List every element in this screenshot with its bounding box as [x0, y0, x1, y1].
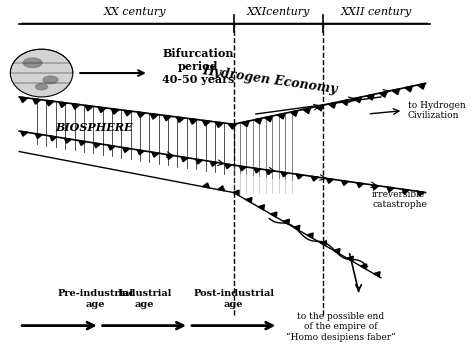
- Text: Post-industrial
age: Post-industrial age: [193, 289, 274, 309]
- Polygon shape: [203, 183, 210, 188]
- Polygon shape: [405, 86, 412, 92]
- Polygon shape: [374, 272, 380, 277]
- Polygon shape: [239, 166, 246, 171]
- Polygon shape: [98, 107, 106, 113]
- Ellipse shape: [36, 84, 47, 90]
- Polygon shape: [264, 116, 273, 122]
- Polygon shape: [283, 219, 290, 224]
- Polygon shape: [379, 92, 387, 97]
- Polygon shape: [225, 164, 231, 169]
- Polygon shape: [85, 105, 93, 111]
- Polygon shape: [163, 115, 171, 121]
- Polygon shape: [228, 124, 237, 129]
- Text: BIOSPHERE: BIOSPHERE: [55, 122, 132, 133]
- Polygon shape: [328, 103, 336, 108]
- Polygon shape: [311, 176, 318, 181]
- Text: Hydrogen Economy: Hydrogen Economy: [201, 64, 338, 96]
- Polygon shape: [79, 141, 86, 146]
- Text: XX century: XX century: [104, 7, 166, 17]
- Text: to Hydrogen
Civilization: to Hydrogen Civilization: [408, 101, 465, 120]
- Polygon shape: [293, 225, 300, 230]
- Polygon shape: [277, 113, 285, 119]
- Polygon shape: [307, 233, 313, 238]
- Polygon shape: [341, 100, 349, 105]
- Polygon shape: [417, 191, 424, 196]
- Polygon shape: [33, 99, 41, 104]
- Polygon shape: [210, 161, 217, 166]
- Polygon shape: [181, 157, 188, 162]
- Polygon shape: [334, 248, 340, 254]
- Polygon shape: [19, 97, 27, 103]
- Polygon shape: [290, 111, 298, 116]
- Polygon shape: [418, 83, 425, 89]
- Polygon shape: [354, 97, 362, 103]
- Ellipse shape: [23, 58, 42, 68]
- Polygon shape: [271, 212, 277, 217]
- Polygon shape: [241, 121, 249, 127]
- Polygon shape: [64, 138, 71, 143]
- Polygon shape: [303, 108, 310, 114]
- Polygon shape: [189, 119, 197, 124]
- Polygon shape: [150, 114, 158, 119]
- Polygon shape: [372, 185, 379, 190]
- Polygon shape: [233, 190, 239, 195]
- Polygon shape: [176, 117, 184, 122]
- Polygon shape: [50, 136, 57, 141]
- Polygon shape: [246, 198, 252, 203]
- Polygon shape: [166, 154, 173, 159]
- Polygon shape: [59, 102, 67, 107]
- Polygon shape: [296, 174, 303, 179]
- Polygon shape: [152, 152, 159, 157]
- Ellipse shape: [43, 76, 58, 84]
- Polygon shape: [254, 168, 261, 173]
- Circle shape: [10, 49, 73, 97]
- Polygon shape: [360, 264, 366, 269]
- Text: to the possible end
of the empire of
“Homo desipiens faber”: to the possible end of the empire of “Ho…: [286, 312, 396, 342]
- Polygon shape: [366, 94, 374, 100]
- Polygon shape: [123, 148, 129, 153]
- Polygon shape: [196, 159, 202, 164]
- Polygon shape: [356, 183, 364, 188]
- Polygon shape: [258, 205, 264, 210]
- Polygon shape: [316, 105, 323, 111]
- Polygon shape: [124, 110, 132, 116]
- Polygon shape: [21, 131, 27, 136]
- Polygon shape: [341, 181, 348, 186]
- Text: Industrial
age: Industrial age: [117, 289, 172, 309]
- Polygon shape: [111, 108, 119, 114]
- Polygon shape: [327, 178, 333, 183]
- Text: XXIcentury: XXIcentury: [246, 7, 310, 17]
- Polygon shape: [281, 172, 288, 177]
- Polygon shape: [35, 134, 42, 139]
- Text: XXII century: XXII century: [341, 7, 412, 17]
- Polygon shape: [218, 186, 225, 191]
- Text: Pre-industrial
age: Pre-industrial age: [57, 289, 133, 309]
- Polygon shape: [137, 150, 144, 155]
- Polygon shape: [402, 189, 409, 194]
- Polygon shape: [347, 256, 353, 261]
- Polygon shape: [108, 145, 115, 150]
- Text: irreversible
catastrophe: irreversible catastrophe: [372, 190, 427, 209]
- Polygon shape: [254, 118, 262, 124]
- Polygon shape: [266, 170, 273, 175]
- Polygon shape: [46, 100, 54, 106]
- Polygon shape: [216, 122, 223, 127]
- Polygon shape: [72, 104, 80, 109]
- Polygon shape: [392, 89, 400, 95]
- Text: Bifurcation
period
40-50 years: Bifurcation period 40-50 years: [162, 48, 234, 85]
- Polygon shape: [202, 120, 210, 126]
- Polygon shape: [137, 112, 145, 118]
- Polygon shape: [93, 143, 100, 148]
- Polygon shape: [320, 241, 327, 246]
- Polygon shape: [387, 187, 394, 192]
